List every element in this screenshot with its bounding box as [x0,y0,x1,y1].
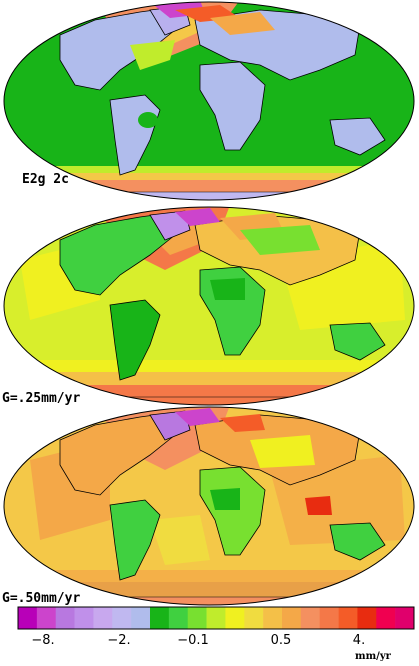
map-panel-3: G=.50mm/yr [2,406,415,606]
colorbar-tick-4: 0.5 [271,633,292,648]
australia [329,522,386,561]
colorbar-swatches [18,607,415,629]
panel-label-3: G=.50mm/yr [2,591,80,606]
colorbar-swatch [376,607,396,629]
colorbar-tick-5: 4. [353,633,365,648]
map-panel-1: E2g 2c [3,1,415,201]
colorbar-swatch [282,607,302,629]
colorbar-swatch [150,607,170,629]
south-america [109,499,161,581]
africa [199,466,266,556]
north-america [59,212,176,296]
colorbar-swatch [395,607,415,629]
africa [199,61,266,151]
colorbar-swatch [225,607,245,629]
colorbar-swatch [206,607,226,629]
greenland [149,410,191,441]
panel-label-1: E2g 2c [22,172,69,187]
colorbar-frame [17,606,415,630]
south-america [109,299,161,381]
north-america [59,412,176,496]
colorbar-swatch [55,607,75,629]
antarctica [59,596,361,605]
colorbar-swatch [74,607,94,629]
colorbar-swatch [18,607,38,629]
colorbar-swatch [168,607,189,629]
antarctica [59,191,361,200]
panel-label-2: G=.25mm/yr [2,391,80,406]
colorbar-tick-3: −0.1 [177,633,209,648]
colorbar-swatch [93,607,113,629]
colorbar: −8. −2. −0.1 0.5 4. mm/yr [17,606,415,662]
colorbar-swatch [300,607,321,629]
australia [329,117,386,156]
colorbar-swatch [338,607,358,629]
colorbar-swatch [357,607,377,629]
colorbar-swatch [244,607,264,629]
map-panel-2: G=.25mm/yr [2,206,415,406]
colorbar-swatch [36,607,57,629]
colorbar-swatch [187,607,207,629]
colorbar-units: mm/yr [355,651,392,662]
colorbar-tick-2: −2. [107,633,130,648]
colorbar-swatch [112,607,132,629]
greenland [149,210,191,241]
colorbar-tick-1: −8. [31,633,54,648]
antarctica [59,396,361,405]
colorbar-swatch [263,607,283,629]
colorbar-swatch [131,607,151,629]
australia [329,322,386,361]
colorbar-swatch [319,607,339,629]
